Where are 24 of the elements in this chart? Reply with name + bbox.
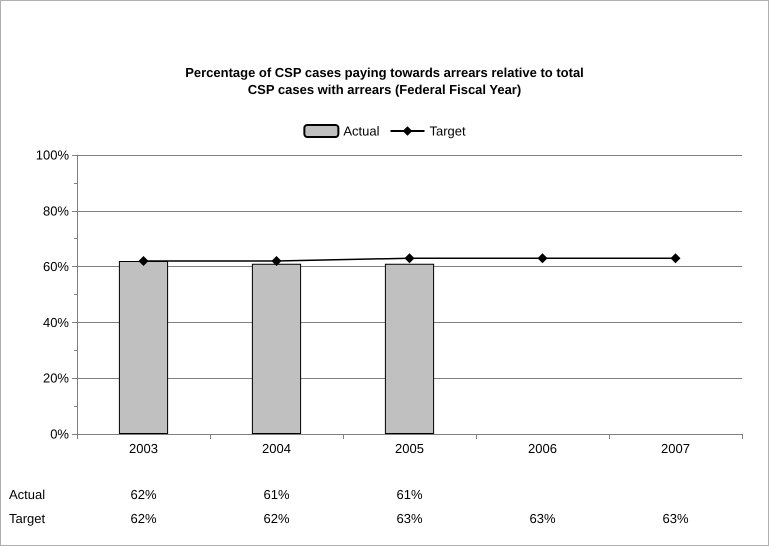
data-label: 63% xyxy=(396,511,423,526)
x-tick-label: 2004 xyxy=(262,441,291,456)
text: Target xyxy=(9,511,46,526)
x-tick-label: 2005 xyxy=(395,441,424,456)
data-label: 62% xyxy=(130,487,157,502)
legend-label: Actual xyxy=(343,124,380,138)
y-tick-label: 80% xyxy=(42,203,70,218)
y-tick-label: 100% xyxy=(36,148,70,162)
data-label: 62% xyxy=(263,511,290,526)
x-tick-label: 2003 xyxy=(129,441,158,456)
data-label: 63% xyxy=(662,511,689,526)
data-label: 62% xyxy=(130,511,157,526)
legend-label: Target xyxy=(430,124,466,138)
x-tick-label: 2007 xyxy=(661,441,690,456)
data-label: 63% xyxy=(529,511,556,526)
text: Actual xyxy=(9,487,46,502)
y-tick-label: 60% xyxy=(42,259,70,274)
y-tick-label: 0% xyxy=(50,426,70,442)
data-label: 61% xyxy=(263,487,290,502)
data-label: 61% xyxy=(396,487,423,502)
chart-title: Percentage of CSP cases paying towards arrears relative to total CSP cases with arrears (Federal Fiscal Year) xyxy=(185,65,584,97)
y-tick-label: 20% xyxy=(42,370,70,386)
x-tick-label: 2006 xyxy=(528,441,557,456)
y-tick-label: 40% xyxy=(42,314,70,330)
